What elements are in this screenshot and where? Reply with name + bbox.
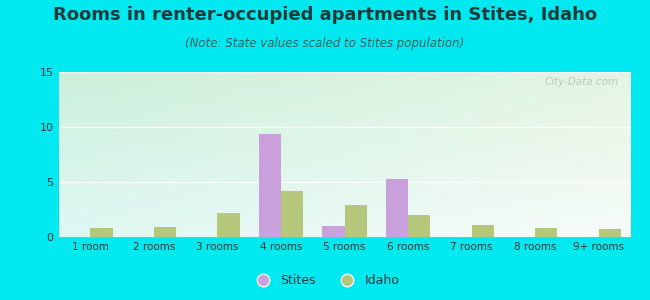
Bar <box>281 191 303 237</box>
Bar <box>408 215 430 237</box>
Bar <box>535 228 558 237</box>
Bar <box>386 179 408 237</box>
Bar <box>322 226 344 237</box>
Text: (Note: State values scaled to Stites population): (Note: State values scaled to Stites pop… <box>185 38 465 50</box>
Bar <box>259 134 281 237</box>
Bar <box>154 227 176 237</box>
Bar <box>472 225 494 237</box>
Bar <box>344 205 367 237</box>
Legend: Stites, Idaho: Stites, Idaho <box>246 269 404 292</box>
Text: Rooms in renter-occupied apartments in Stites, Idaho: Rooms in renter-occupied apartments in S… <box>53 6 597 24</box>
Bar <box>217 213 240 237</box>
Bar <box>599 229 621 237</box>
Text: City-Data.com: City-Data.com <box>545 77 619 87</box>
Bar <box>90 228 112 237</box>
